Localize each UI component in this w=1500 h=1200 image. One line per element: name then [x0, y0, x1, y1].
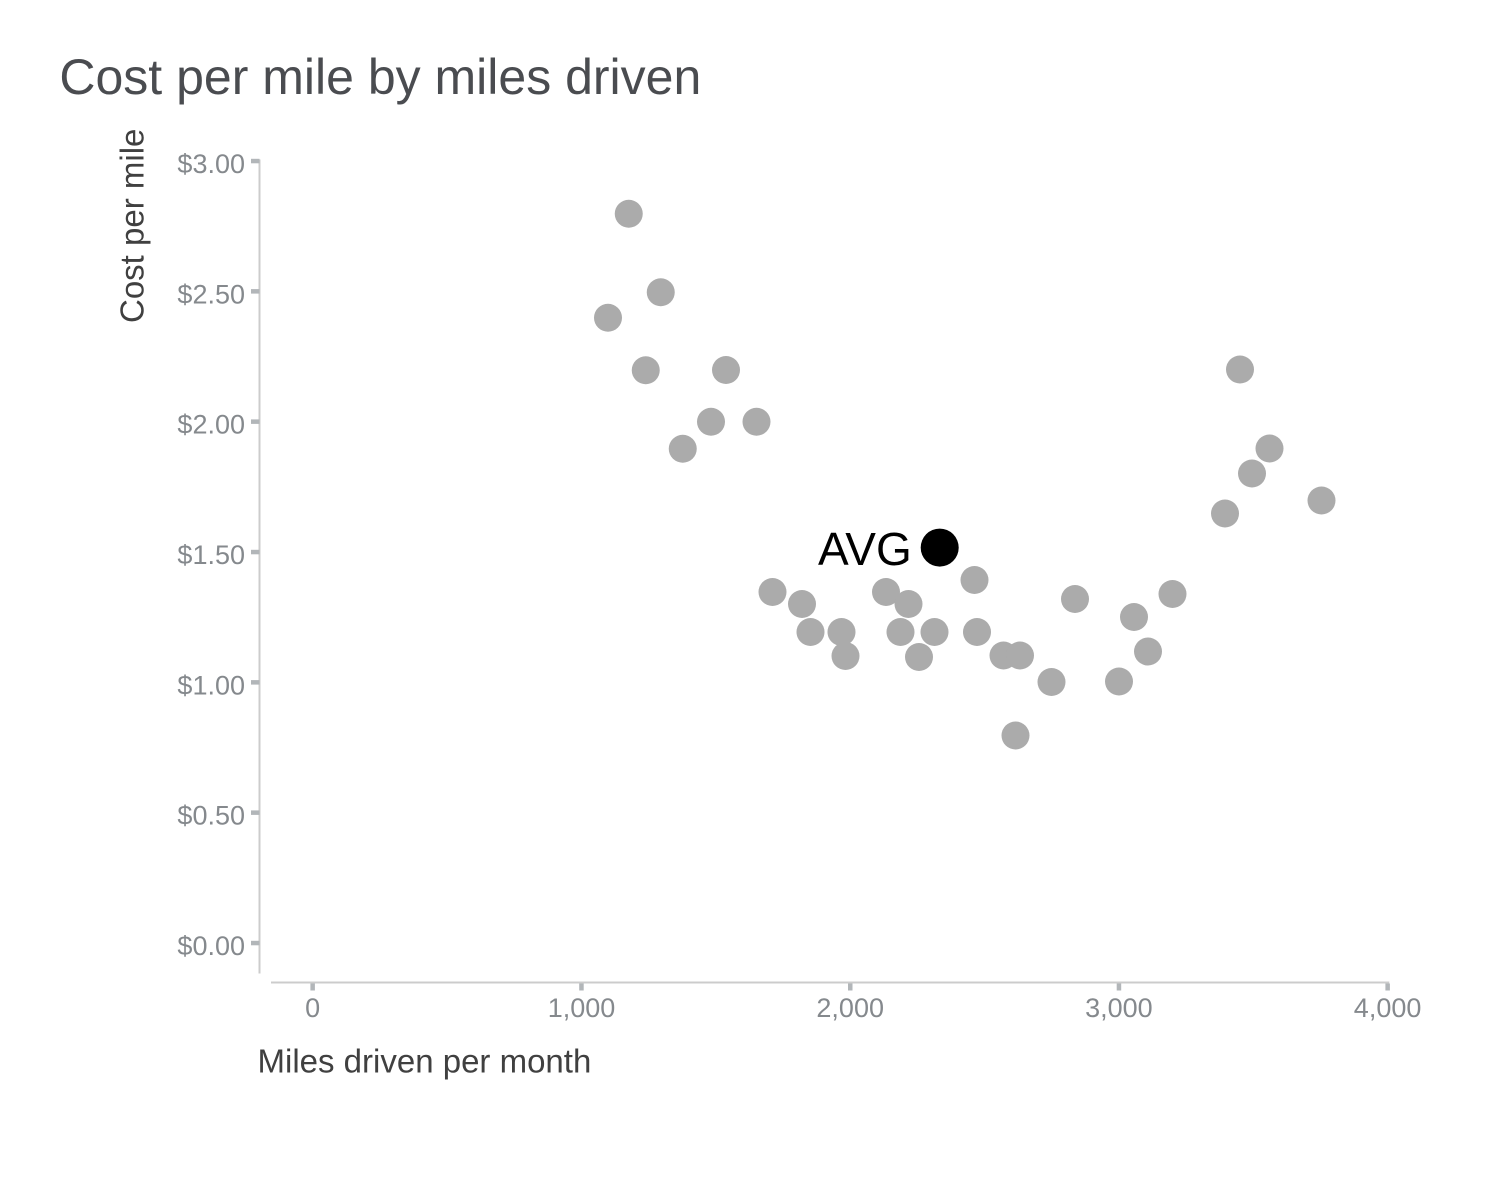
svg-text:Cost per mile: Cost per mile [114, 129, 151, 323]
svg-text:$0.50: $0.50 [177, 801, 245, 831]
svg-text:$3.00: $3.00 [177, 149, 245, 179]
svg-text:Cost per mile by miles driven: Cost per mile by miles driven [59, 49, 701, 105]
svg-text:$0.00: $0.00 [177, 931, 245, 961]
svg-text:$2.00: $2.00 [177, 410, 245, 440]
svg-text:AVG: AVG [818, 523, 912, 575]
svg-text:4,000: 4,000 [1354, 993, 1422, 1023]
svg-text:0: 0 [305, 993, 320, 1023]
svg-text:2,000: 2,000 [816, 993, 884, 1023]
svg-text:3,000: 3,000 [1085, 993, 1153, 1023]
svg-text:$2.50: $2.50 [177, 279, 245, 309]
svg-text:$1.50: $1.50 [177, 540, 245, 570]
svg-text:1,000: 1,000 [548, 993, 616, 1023]
svg-text:Miles driven per month: Miles driven per month [258, 1043, 592, 1080]
svg-text:$1.00: $1.00 [177, 670, 245, 700]
